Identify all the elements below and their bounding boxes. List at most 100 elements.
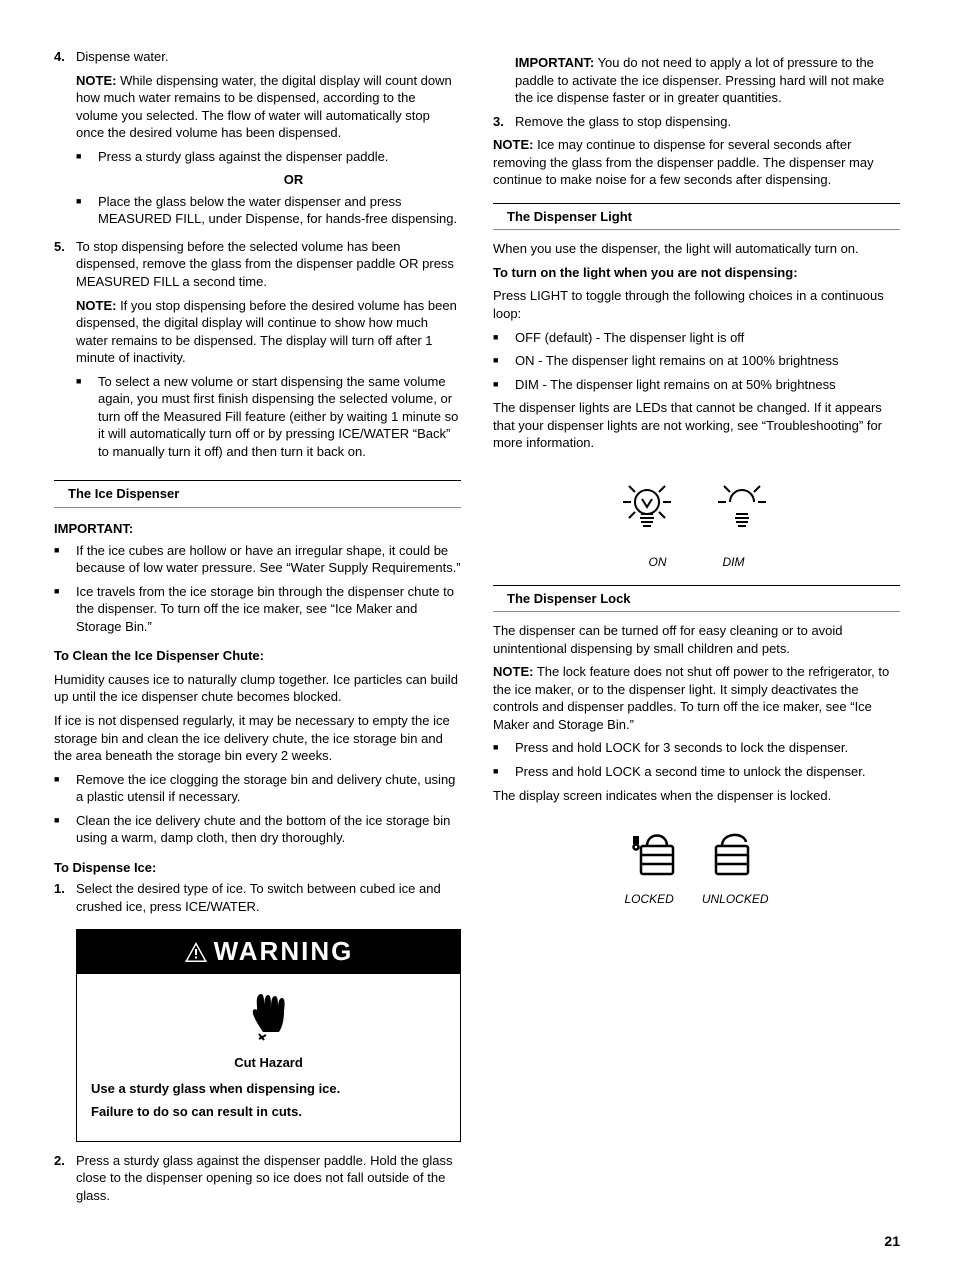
bullet: ON - The dispenser light remains on at 1…	[493, 352, 900, 370]
bullet: Press and hold LOCK for 3 seconds to loc…	[493, 739, 900, 757]
list-item-4: 4. Dispense water. NOTE: While dispensin…	[54, 48, 461, 234]
figure-labels: ON DIM	[493, 554, 900, 570]
item-body: To stop dispensing before the selected v…	[76, 238, 461, 467]
left-column: 4. Dispense water. NOTE: While dispensin…	[54, 48, 461, 1208]
list-item-2: 2. Press a sturdy glass against the disp…	[54, 1152, 461, 1205]
item-number: 3.	[493, 113, 515, 131]
step-text: To stop dispensing before the selected v…	[76, 238, 461, 291]
note-paragraph: NOTE: While dispensing water, the digita…	[76, 72, 461, 142]
warning-box: WARNING Cut Hazard Use a sturdy glass wh…	[76, 929, 461, 1141]
bullet-text: Clean the ice delivery chute and the bot…	[76, 812, 461, 847]
sub-bullets: Press a sturdy glass against the dispens…	[76, 148, 461, 166]
item-number: 4.	[54, 48, 76, 234]
bullet-text: Press and hold LOCK a second time to unl…	[515, 763, 865, 781]
light-figure: ON DIM	[493, 466, 900, 571]
bullet-text: To select a new volume or start dispensi…	[98, 373, 461, 461]
light-subhead: To turn on the light when you are not di…	[493, 264, 900, 282]
light-bullets: OFF (default) - The dispenser light is o…	[493, 329, 900, 394]
bullet-text: ON - The dispenser light remains on at 1…	[515, 352, 838, 370]
item-number: 5.	[54, 238, 76, 467]
lock-figure: LOCKED UNLOCKED	[493, 818, 900, 907]
note-text: Ice may continue to dispense for several…	[493, 137, 874, 187]
two-column-layout: 4. Dispense water. NOTE: While dispensin…	[54, 48, 900, 1208]
label-on: ON	[649, 554, 667, 570]
note-text: While dispensing water, the digital disp…	[76, 73, 452, 141]
dispense-ice-heading: To Dispense Ice:	[54, 859, 461, 877]
clean-chute-heading: To Clean the Ice Dispenser Chute:	[54, 647, 461, 665]
item-number: 2.	[54, 1152, 76, 1205]
sub-bullets: To select a new volume or start dispensi…	[76, 373, 461, 461]
note-label: NOTE:	[76, 73, 116, 88]
item-body: Dispense water. NOTE: While dispensing w…	[76, 48, 461, 234]
bullet-text: OFF (default) - The dispenser light is o…	[515, 329, 744, 347]
bullet: Press and hold LOCK a second time to unl…	[493, 763, 900, 781]
bullet-text: If the ice cubes are hollow or have an i…	[76, 542, 461, 577]
or-separator: OR	[126, 171, 461, 189]
ordered-list: 4. Dispense water. NOTE: While dispensin…	[54, 48, 461, 466]
note-paragraph: NOTE: If you stop dispensing before the …	[76, 297, 461, 367]
bullet: Remove the ice clogging the storage bin …	[54, 771, 461, 806]
bullet: OFF (default) - The dispenser light is o…	[493, 329, 900, 347]
page-number: 21	[54, 1232, 900, 1251]
clean-bullets: Remove the ice clogging the storage bin …	[54, 771, 461, 847]
section-ice-dispenser: The Ice Dispenser	[54, 480, 461, 508]
bullet: Clean the ice delivery chute and the bot…	[54, 812, 461, 847]
label-unlocked: UNLOCKED	[702, 891, 769, 907]
bullet: Place the glass below the water dispense…	[76, 193, 461, 228]
ordered-list: 2. Press a sturdy glass against the disp…	[54, 1152, 461, 1205]
bullet-text: DIM - The dispenser light remains on at …	[515, 376, 836, 394]
warning-text: Cut Hazard Use a sturdy glass when dispe…	[77, 1054, 460, 1141]
bullet-text: Ice travels from the ice storage bin thr…	[76, 583, 461, 636]
bullet: Ice travels from the ice storage bin thr…	[54, 583, 461, 636]
paragraph: Humidity causes ice to naturally clump t…	[54, 671, 461, 706]
list-item-5: 5. To stop dispensing before the selecte…	[54, 238, 461, 467]
section-dispenser-light: The Dispenser Light	[493, 203, 900, 231]
note-paragraph: NOTE: Ice may continue to dispense for s…	[493, 136, 900, 189]
step-text: Dispense water.	[76, 48, 461, 66]
bullet-text: Press a sturdy glass against the dispens…	[98, 148, 389, 166]
warning-line: Failure to do so can result in cuts.	[91, 1103, 446, 1121]
step-text: Select the desired type of ice. To switc…	[76, 880, 461, 915]
step-text: Remove the glass to stop dispensing.	[515, 113, 900, 131]
bullet: DIM - The dispenser light remains on at …	[493, 376, 900, 394]
paragraph: The display screen indicates when the di…	[493, 787, 900, 805]
sub-bullets: Place the glass below the water dispense…	[76, 193, 461, 228]
alert-triangle-icon	[184, 941, 208, 963]
paragraph: If ice is not dispensed regularly, it ma…	[54, 712, 461, 765]
warning-line: Use a sturdy glass when dispensing ice.	[91, 1080, 446, 1098]
bullet-text: Remove the ice clogging the storage bin …	[76, 771, 461, 806]
bullet-text: Press and hold LOCK for 3 seconds to loc…	[515, 739, 848, 757]
item-number: 1.	[54, 880, 76, 915]
note-label: NOTE:	[76, 298, 116, 313]
important-bullets: If the ice cubes are hollow or have an i…	[54, 542, 461, 636]
paragraph: The dispenser lights are LEDs that canno…	[493, 399, 900, 452]
note-label: NOTE:	[493, 137, 533, 152]
paragraph: The dispenser can be turned off for easy…	[493, 622, 900, 657]
note-paragraph: NOTE: The lock feature does not shut off…	[493, 663, 900, 733]
section-dispenser-lock: The Dispenser Lock	[493, 585, 900, 613]
ordered-list: 3. Remove the glass to stop dispensing.	[493, 113, 900, 131]
warning-title: WARNING	[214, 934, 354, 969]
bullet: Press a sturdy glass against the dispens…	[76, 148, 461, 166]
warning-bar: WARNING	[77, 930, 460, 973]
bullet: If the ice cubes are hollow or have an i…	[54, 542, 461, 577]
label-locked: LOCKED	[624, 891, 673, 907]
paragraph: Press LIGHT to toggle through the follow…	[493, 287, 900, 322]
right-column: IMPORTANT: You do not need to apply a lo…	[493, 48, 900, 1208]
step-text: Press a sturdy glass against the dispens…	[76, 1152, 461, 1205]
important-label: IMPORTANT:	[54, 520, 461, 538]
note-text: If you stop dispensing before the desire…	[76, 298, 457, 366]
bullet-text: Place the glass below the water dispense…	[98, 193, 461, 228]
important-label: IMPORTANT:	[515, 55, 594, 70]
list-item-1: 1. Select the desired type of ice. To sw…	[54, 880, 461, 915]
bullet: To select a new volume or start dispensi…	[76, 373, 461, 461]
note-text: The lock feature does not shut off power…	[493, 664, 889, 732]
hand-cut-icon	[77, 974, 460, 1055]
label-dim: DIM	[723, 554, 745, 570]
paragraph: When you use the dispenser, the light wi…	[493, 240, 900, 258]
list-item-3: 3. Remove the glass to stop dispensing.	[493, 113, 900, 131]
warning-subhead: Cut Hazard	[91, 1054, 446, 1072]
note-label: NOTE:	[493, 664, 533, 679]
figure-labels: LOCKED UNLOCKED	[493, 891, 900, 907]
ordered-list: 1. Select the desired type of ice. To sw…	[54, 880, 461, 915]
